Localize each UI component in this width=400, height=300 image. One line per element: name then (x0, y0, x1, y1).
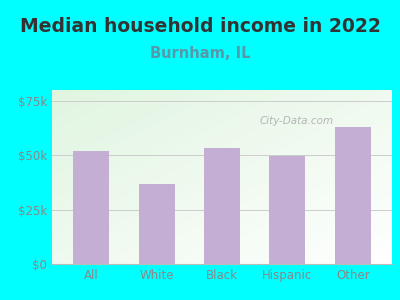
Bar (73, 151, 109, 264)
Text: City-Data.com: City-Data.com (260, 116, 334, 126)
Bar (270, 156, 305, 264)
Text: Burnham, IL: Burnham, IL (150, 46, 250, 62)
Bar (335, 127, 371, 264)
Text: Median household income in 2022: Median household income in 2022 (20, 16, 380, 35)
Bar (204, 148, 240, 264)
Bar (139, 184, 174, 264)
